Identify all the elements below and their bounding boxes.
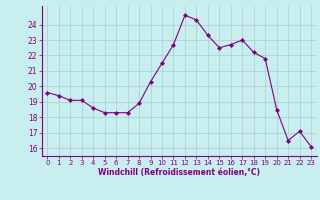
X-axis label: Windchill (Refroidissement éolien,°C): Windchill (Refroidissement éolien,°C): [98, 168, 260, 177]
